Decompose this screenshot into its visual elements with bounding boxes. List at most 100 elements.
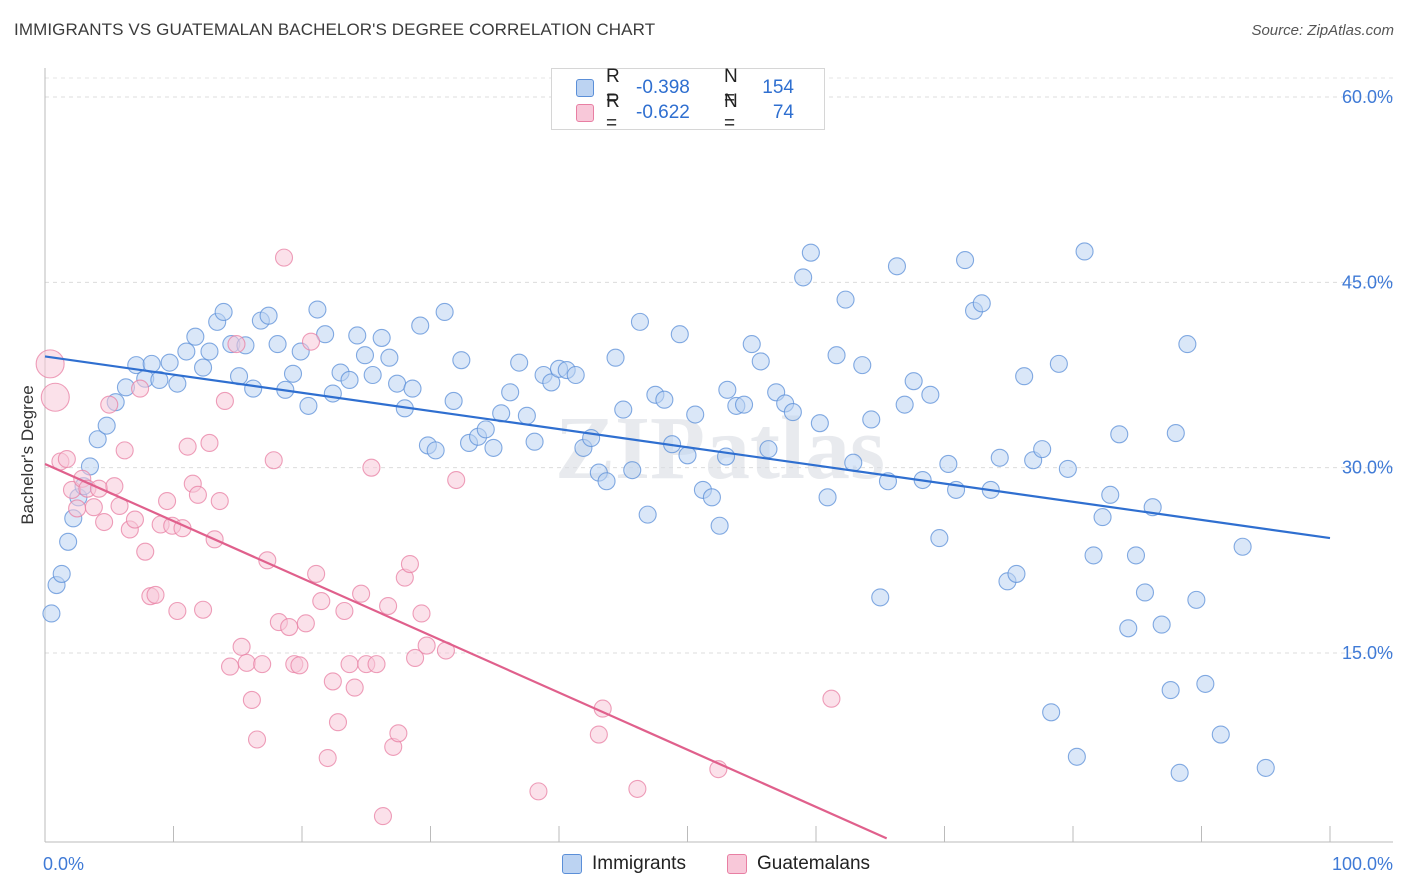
guatemalans-point [131,379,150,398]
immigrants-point [52,564,71,583]
immigrants-point [956,251,975,270]
immigrants-point [606,348,625,367]
immigrants-point [1093,508,1112,527]
immigrants-point [403,379,422,398]
immigrants-point [566,365,585,385]
guatemalans-point [95,512,114,532]
immigrants-point [59,532,78,551]
immigrants-point [259,306,278,325]
guatemalans-point [589,725,608,744]
guatemalans-point [389,724,408,743]
guatemalans-point [247,730,267,749]
guatemalans-point [232,637,251,656]
guatemalans-point [318,748,337,768]
immigrants-point [348,326,367,345]
guatemalans-point [529,782,548,801]
immigrants-point [827,346,846,365]
immigrants-point [88,430,107,449]
immigrants-point [42,604,61,623]
immigrants-point [921,385,940,404]
guatemalans-point [100,395,119,414]
immigrants-point [372,328,391,347]
y-tick-label: 15.0% [1342,643,1393,663]
immigrants-point [1084,546,1103,565]
immigrants-point [1033,440,1052,459]
immigrants-point [904,372,923,391]
immigrants-point [542,373,561,392]
immigrants-point [655,390,674,409]
immigrants-point [97,416,116,435]
gridlines [45,77,1393,654]
guatemalans-point [168,601,187,621]
immigrants-point [160,353,179,372]
immigrants-point [517,406,536,425]
guatemalans-point [68,499,87,518]
guatemalans-point [417,636,436,655]
series-legend-guatemalans[interactable]: Guatemalans [727,852,870,876]
guatemalans-point [373,807,393,826]
guatemalans-point [307,564,326,583]
immigrants-point [1152,615,1171,634]
guatemalans-point [57,449,76,469]
guatemalans-point [158,491,177,511]
guatemalans-point [210,491,229,511]
guatemalans-point [352,584,371,603]
guatemalans-point [274,248,294,267]
guatemalans-point [400,554,419,574]
guatemalans-point [628,779,647,798]
immigrants-point [1101,485,1120,504]
immigrants-point [742,335,761,354]
immigrants-point [710,516,729,535]
immigrants-point [597,472,616,491]
immigrants-point [939,454,958,474]
guatemalans-point [220,657,240,676]
immigrants-point [1110,425,1129,444]
immigrants-point [214,302,233,322]
immigrants-point [1196,674,1215,693]
immigrants-point [194,358,213,377]
immigrants-point [801,243,820,262]
series-legend-immigrants[interactable]: Immigrants [562,852,686,876]
guatemalans-point [412,604,431,623]
immigrants-point [268,335,287,354]
immigrants-point [1233,537,1252,556]
immigrants-point [200,342,219,361]
immigrants-point [308,300,327,319]
guatemalans-point [188,485,207,504]
immigrants-point [972,294,991,313]
guatemalans-point [146,585,165,604]
immigrants-point [670,325,689,344]
axes [44,68,1393,843]
immigrants-point [186,327,205,346]
y-tick-label: 60.0% [1342,87,1393,107]
immigrants-point [426,441,445,460]
guatemalans-point [84,498,103,517]
immigrants-point [678,446,697,465]
guatemalans-point [115,441,134,460]
immigrants-point [476,420,495,439]
immigrants-point [614,400,633,419]
guatemalans-point [35,349,65,379]
immigrants-point [388,374,407,393]
immigrants-point [638,505,657,524]
immigrants-point [783,403,802,422]
immigrants-point [1007,564,1026,583]
immigrants-point [810,414,829,433]
guatemalans-trend-line [44,462,888,840]
immigrants-point [1126,546,1146,565]
guatemalans-point [40,382,70,412]
guatemalans-point [136,542,155,561]
immigrants-point [1211,725,1230,744]
legend-n-value: 74 [772,102,794,123]
legend-n-label: N = [724,66,738,109]
immigrants-point [887,257,907,276]
immigrants-point [702,488,721,507]
legend-row-immigrants: R = -0.398 N = 154 [576,66,794,109]
immigrants-point [871,588,890,607]
immigrants-point [244,379,263,398]
immigrants-point [1042,703,1061,722]
guatemalans-point [345,678,364,697]
immigrants-point [411,316,430,335]
guatemalans-point [125,510,144,529]
